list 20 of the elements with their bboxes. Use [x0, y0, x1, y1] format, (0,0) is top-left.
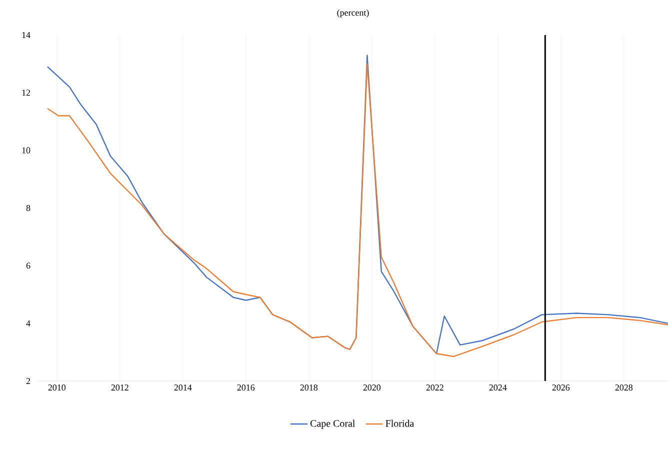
- x-tick-label: 2024: [489, 384, 507, 391]
- y-tick-label: 8: [26, 204, 30, 212]
- x-tick-label: 2026: [552, 384, 570, 391]
- y-tick-label: 6: [26, 262, 30, 269]
- y-tick-label: 14: [22, 32, 30, 38]
- x-tick-label: 2016: [237, 384, 255, 391]
- y-tick-label: 2: [26, 378, 30, 384]
- y-tick-label: 10: [22, 147, 30, 154]
- x-tick-label: 2012: [111, 384, 128, 391]
- x-tick-label: 2022: [426, 384, 444, 391]
- legend-label: Cape Coral: [310, 420, 355, 429]
- x-tick-label: 2010: [48, 384, 66, 391]
- legend-label: Florida: [386, 420, 414, 427]
- x-tick-label: 2018: [300, 384, 318, 391]
- x-tick-label: 2020: [363, 384, 381, 391]
- x-tick-label: 2028: [615, 384, 633, 391]
- x-tick-label: 2014: [174, 384, 192, 391]
- y-tick-label: 4: [26, 320, 30, 326]
- y-tick-label: 12: [22, 90, 30, 96]
- chart-title: (percent): [337, 9, 369, 18]
